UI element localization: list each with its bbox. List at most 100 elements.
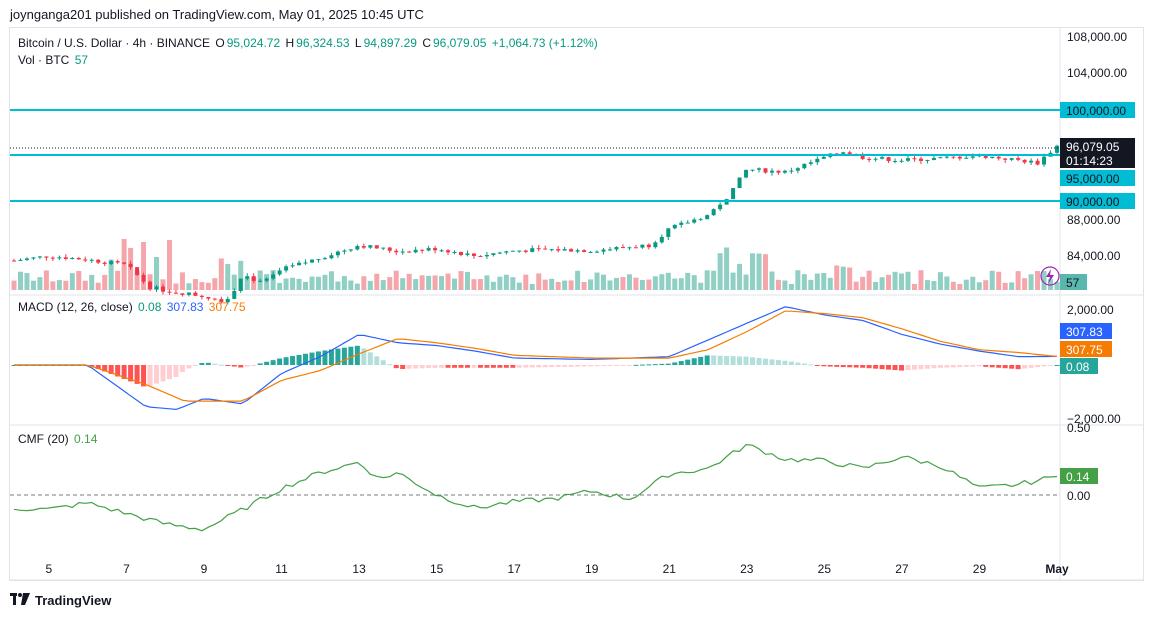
macd-hist-bar — [931, 365, 937, 369]
macd-hist-bar — [166, 365, 172, 380]
footer-brand[interactable]: TradingView — [10, 592, 111, 608]
cmf-title[interactable]: CMF (20) — [18, 432, 69, 446]
macd-hist-bar — [1028, 365, 1034, 368]
x-axis-label: 17 — [507, 562, 521, 576]
volume-bar — [659, 274, 665, 290]
candle-body — [1009, 158, 1014, 160]
macd-hist-bar — [639, 364, 645, 366]
macd-hist-bar — [192, 365, 198, 366]
cmf-line — [13, 443, 1058, 532]
volume-bar — [510, 277, 516, 290]
candle-body — [899, 160, 904, 162]
candle-body — [374, 245, 379, 249]
macd-hist-bar — [445, 365, 451, 368]
volume-bar — [607, 280, 613, 290]
candle-body — [161, 286, 165, 292]
macd-hist-bar — [1002, 365, 1008, 369]
candle-body — [83, 259, 88, 261]
macd-hist-bar — [309, 352, 315, 365]
candle-body — [368, 245, 373, 248]
volume-bar — [827, 277, 833, 290]
candle-body — [290, 265, 295, 267]
change-value: +1,064.73 (+1.12%) — [491, 36, 598, 50]
price-tick-88000: 88,000.00 — [1067, 213, 1121, 227]
macd-signal-value: 307.75 — [208, 300, 246, 314]
candle-body — [284, 266, 289, 271]
volume-bar — [432, 275, 438, 290]
volume-bar — [698, 282, 704, 290]
candle-body — [517, 250, 522, 252]
candle-body — [731, 188, 736, 200]
volume-bar — [277, 282, 283, 290]
macd-hist-bar — [452, 365, 458, 368]
macd-hist-bar — [652, 364, 658, 366]
volume-bar — [95, 282, 101, 290]
volume-badge: 57 — [1060, 274, 1087, 290]
volume-bar — [17, 271, 23, 290]
candle-body — [705, 215, 710, 220]
volume-label[interactable]: Vol · BTC — [18, 53, 70, 67]
volume-bar — [665, 272, 671, 290]
candle-body — [582, 250, 587, 253]
symbol-title[interactable]: Bitcoin / U.S. Dollar · 4h · BINANCE — [18, 36, 211, 50]
macd-hist-bar — [471, 365, 477, 368]
low-value: 94,897.29 — [363, 36, 417, 50]
volume-bar — [322, 274, 328, 290]
volume-bar — [341, 276, 347, 290]
lightning-icon[interactable] — [1040, 266, 1060, 286]
macd-hist-bar — [937, 365, 943, 368]
candle-body — [944, 156, 949, 158]
candle-body — [627, 247, 632, 249]
macd-hist-bar — [717, 355, 723, 365]
volume-bar — [847, 267, 853, 290]
candle-body — [886, 157, 891, 162]
candle-body — [918, 158, 923, 161]
candle-body — [322, 258, 327, 260]
volume-bar — [555, 281, 561, 290]
candle-body — [996, 156, 1001, 159]
volume-bar — [374, 273, 380, 290]
macd-hist-bar — [134, 365, 140, 384]
candle-body — [335, 251, 340, 256]
volume-bar — [1035, 270, 1041, 290]
volume-bar — [290, 277, 296, 290]
volume-bar — [141, 242, 147, 290]
candle-body — [271, 274, 276, 279]
candle-body — [808, 162, 813, 164]
macd-hist-bar — [380, 360, 386, 365]
candle-body — [484, 255, 489, 257]
macd-hist-bar — [1035, 365, 1041, 368]
macd-title[interactable]: MACD (12, 26, close) — [18, 300, 133, 314]
candle-body — [685, 222, 690, 224]
volume-bar — [737, 263, 743, 290]
macd-hist-bar — [821, 365, 827, 367]
volume-bar — [296, 278, 302, 290]
macd-hist-bar — [737, 356, 743, 365]
volume-bar — [439, 276, 445, 290]
candle-body — [640, 244, 645, 248]
cmf-badge-text: 0.14 — [1066, 470, 1090, 484]
volume-bar — [685, 272, 691, 290]
volume-bar — [717, 253, 723, 290]
macd-hist-bar — [510, 365, 516, 368]
macd-hist-bar — [458, 365, 464, 368]
volume-bar — [477, 279, 483, 290]
candle-body — [465, 253, 470, 255]
macd-hist-bar — [121, 365, 127, 379]
candle-body — [31, 257, 36, 259]
macd-hist-bar — [186, 365, 192, 369]
candle-body — [562, 249, 567, 251]
candle-body — [873, 158, 878, 160]
macd-hist-bar — [698, 356, 704, 365]
candle-body — [18, 259, 23, 261]
macd-hist-bar — [199, 363, 205, 365]
candle-body — [238, 278, 243, 291]
candle-body — [89, 259, 94, 261]
candle-body — [510, 250, 515, 252]
macd-hist-bar — [251, 365, 257, 366]
macd-hist-bar — [348, 346, 354, 365]
candle-body — [588, 251, 593, 253]
candle-body — [57, 257, 62, 259]
candle-body — [497, 252, 502, 254]
